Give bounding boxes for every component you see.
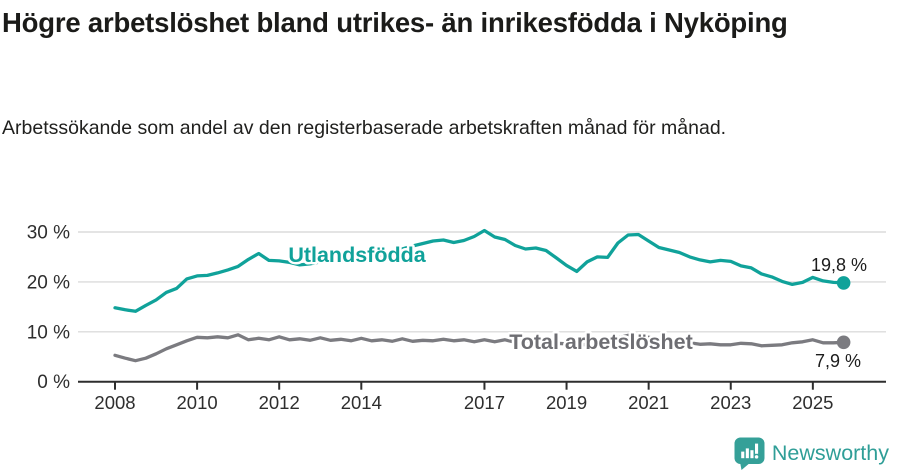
page-title: Högre arbetslöshet bland utrikes- än inr… [2, 7, 788, 38]
series-line-total [113, 333, 846, 363]
y-tick-label: 20 % [27, 272, 70, 293]
x-tick-label: 2008 [94, 392, 135, 413]
x-tick-label: 2017 [464, 392, 505, 413]
series-end-value-label: 7,9 % [815, 351, 861, 371]
newsworthy-logo-icon [734, 437, 765, 470]
series-label: Total arbetslöshet [509, 330, 693, 354]
x-tick-label: 2023 [710, 392, 751, 413]
x-tick-label: 2025 [792, 392, 833, 413]
y-tick-label: 30 % [27, 223, 70, 244]
y-tick-label: 0 % [37, 372, 70, 393]
x-tick-label: 2014 [341, 392, 382, 413]
series-label: Utlandsfödda [288, 243, 426, 267]
x-tick-label: 2012 [259, 392, 300, 413]
x-tick-label: 2019 [546, 392, 587, 413]
x-tick-label: 2010 [177, 392, 218, 413]
series-end-value-label: 19,8 % [811, 255, 867, 275]
series-end-dot [836, 335, 851, 350]
series-line-utlandsfodda [113, 228, 846, 313]
y-tick-label: 10 % [27, 322, 70, 343]
brand-footer: Newsworthy [734, 437, 889, 470]
x-tick-label: 2021 [628, 392, 669, 413]
chart-subtitle: Arbetssökande som andel av den registerb… [2, 117, 727, 139]
series-end-dot [836, 276, 851, 290]
brand-name: Newsworthy [771, 441, 889, 465]
